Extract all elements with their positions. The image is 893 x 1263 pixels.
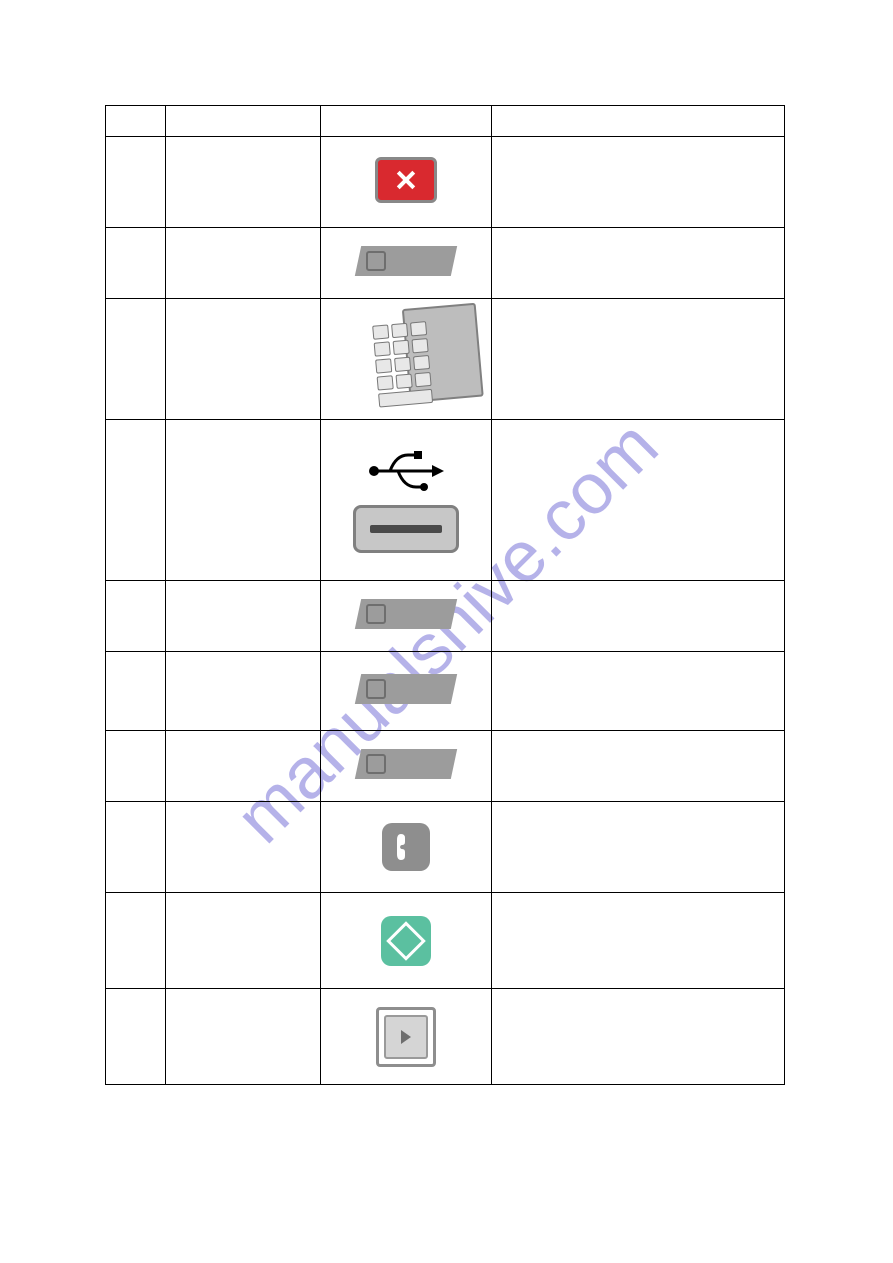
cell-icon (321, 228, 491, 299)
cell-description (491, 420, 784, 581)
cell-icon (321, 420, 491, 581)
phone-button-icon (382, 823, 430, 871)
cell-name (166, 420, 321, 581)
cell-description (491, 299, 784, 420)
cell-number (106, 731, 166, 802)
cell-description (491, 581, 784, 652)
cell-name (166, 228, 321, 299)
usb-trident-icon (366, 447, 446, 495)
table-row (106, 893, 785, 989)
cell-name (166, 989, 321, 1085)
cell-name (166, 581, 321, 652)
table-row (106, 802, 785, 893)
cell-number (106, 420, 166, 581)
cell-description (491, 228, 784, 299)
cell-number (106, 652, 166, 731)
table-row (106, 731, 785, 802)
header-cell (321, 106, 491, 137)
table-row (106, 652, 785, 731)
cell-number (106, 299, 166, 420)
cell-number (106, 581, 166, 652)
cell-number (106, 893, 166, 989)
start-button-icon (381, 916, 431, 966)
cell-description (491, 731, 784, 802)
table-row (106, 989, 785, 1085)
cell-description (491, 802, 784, 893)
gray-tab-icon (355, 749, 457, 779)
gray-tab-icon (355, 599, 457, 629)
cell-description (491, 137, 784, 228)
header-cell (166, 106, 321, 137)
cell-name (166, 137, 321, 228)
keypad-icon (363, 305, 449, 407)
table-row (106, 420, 785, 581)
cell-name (166, 802, 321, 893)
table-row (106, 228, 785, 299)
reference-table (105, 105, 785, 1085)
cell-icon (321, 581, 491, 652)
header-cell (491, 106, 784, 137)
cell-description (491, 893, 784, 989)
cell-icon (321, 989, 491, 1085)
usb-slot-icon (353, 505, 459, 553)
cell-number (106, 137, 166, 228)
table-row (106, 299, 785, 420)
cell-number (106, 228, 166, 299)
cell-number (106, 802, 166, 893)
gray-tab-icon (355, 674, 457, 704)
cell-name (166, 652, 321, 731)
table-row (106, 137, 785, 228)
table-row (106, 581, 785, 652)
header-cell (106, 106, 166, 137)
cell-description (491, 989, 784, 1085)
cell-name (166, 299, 321, 420)
cell-icon (321, 893, 491, 989)
play-button-icon (376, 1007, 436, 1067)
cell-icon (321, 652, 491, 731)
cell-icon (321, 137, 491, 228)
table-header-row (106, 106, 785, 137)
cell-icon (321, 299, 491, 420)
cancel-button-icon (375, 157, 437, 203)
gray-tab-icon (355, 246, 457, 276)
cell-number (106, 989, 166, 1085)
cell-icon (321, 802, 491, 893)
cell-name (166, 893, 321, 989)
usb-port-icon (353, 447, 459, 553)
cell-name (166, 731, 321, 802)
cell-description (491, 652, 784, 731)
cell-icon (321, 731, 491, 802)
